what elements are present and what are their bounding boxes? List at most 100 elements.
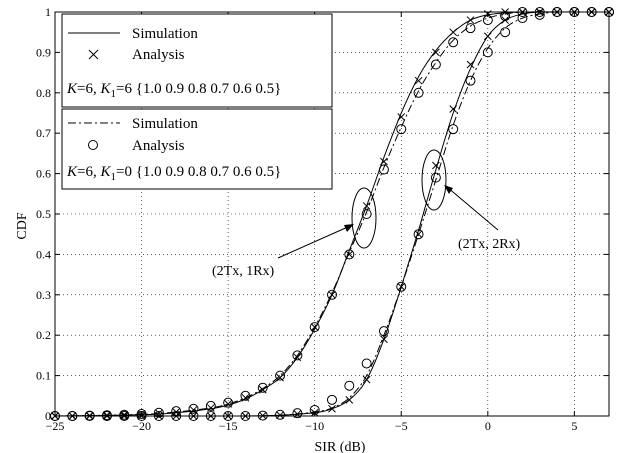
x-marker-stroke (345, 395, 354, 404)
data-point-o (378, 326, 389, 337)
annotation-2tx-1rx: (2Tx, 1Rx) (212, 187, 377, 279)
data-point-o (448, 124, 459, 135)
data-point-o (257, 382, 268, 393)
data-point-o (153, 407, 164, 418)
x-marker-stroke (310, 408, 319, 417)
data-point-o (344, 249, 355, 260)
annotation-arrowhead (344, 224, 354, 232)
legend-box (61, 13, 333, 108)
y-tick-label: 0.2 (36, 328, 51, 342)
y-tick-label: 0 (45, 409, 51, 423)
x-tick-label: 0 (485, 419, 491, 433)
x-marker-stroke (432, 161, 440, 170)
x-marker-stroke (483, 32, 492, 41)
x-axis-label: SIR (dB) (315, 440, 366, 453)
data-point-o (482, 47, 493, 58)
annotation-arrow (277, 225, 351, 259)
annotation-arrow (446, 186, 499, 231)
data-point-o (205, 400, 216, 411)
data-point-o (534, 9, 545, 20)
data-point-x (483, 32, 492, 41)
data-point-o (275, 409, 286, 420)
data-point-o (517, 13, 528, 24)
x-marker-stroke (432, 48, 440, 57)
data-point-o (413, 87, 424, 98)
series-analysis-5 (51, 8, 613, 420)
data-point-x (466, 60, 475, 69)
data-point-x (310, 408, 319, 417)
data-point-o (465, 75, 476, 86)
x-marker-stroke (466, 60, 475, 69)
data-point-o (327, 289, 337, 300)
data-point-x (397, 113, 406, 121)
data-point-o (396, 281, 407, 292)
series-simulation-6 (54, 11, 609, 417)
legend-label: Simulation (132, 116, 198, 132)
series-simulation-2 (54, 11, 609, 417)
data-point-o (327, 394, 337, 405)
y-tick-label: 0.9 (36, 45, 51, 59)
y-tick-label: 0.5 (36, 207, 51, 221)
x-tick-label: −15 (219, 419, 238, 433)
data-point-o (448, 37, 459, 48)
legend-caption: K=6, K1=6 {1.0 0.9 0.8 0.7 0.6 0.5} (66, 81, 281, 100)
legend-box (61, 108, 333, 190)
axes-frame (54, 11, 610, 417)
x-marker-stroke (328, 404, 336, 413)
y-axis-label: CDF (15, 212, 30, 239)
x-tick-label: −10 (305, 419, 324, 433)
legend-k1-0: Simulation Analysis K=6, K1=0 {1.0 0.9 0… (61, 108, 333, 190)
annotation-label: (2Tx, 2Rx) (458, 237, 521, 252)
legend-k1-6: Simulation Analysis K=6, K1=6 {1.0 0.9 0… (61, 13, 333, 108)
legend-label: Simulation (132, 26, 198, 42)
series-line (54, 11, 609, 417)
annotation-2tx-2rx: (2Tx, 2Rx) (421, 149, 521, 252)
data-point-x (345, 395, 354, 404)
x-marker-stroke (397, 113, 406, 121)
data-point-o (292, 408, 303, 419)
data-point-o (396, 124, 407, 135)
data-point-x (362, 375, 371, 384)
data-point-o (292, 350, 303, 361)
data-point-x (380, 157, 388, 166)
x-marker-stroke (380, 157, 388, 166)
x-marker-stroke (466, 16, 475, 24)
annotation-arrowhead (444, 185, 453, 194)
x-tick-label: −25 (46, 419, 65, 433)
legend-x-marker (88, 49, 99, 60)
x-marker-stroke (501, 16, 509, 24)
data-point-x (466, 16, 475, 24)
y-tick-label: 1 (45, 5, 51, 19)
data-point-o (361, 209, 372, 219)
data-point-o (378, 164, 389, 175)
data-point-o (309, 404, 320, 415)
x-marker-stroke (362, 375, 371, 384)
legend-label: Analysis (132, 138, 185, 154)
legend-label: Analysis (132, 47, 185, 63)
data-point-o (344, 380, 355, 391)
annotation-label: (2Tx, 1Rx) (212, 264, 275, 279)
data-point-o (188, 403, 199, 414)
series-line (54, 11, 609, 417)
data-point-o (465, 23, 476, 34)
y-tick-label: 0.7 (36, 126, 51, 140)
data-point-x (328, 404, 336, 413)
annotation-ellipse (351, 187, 377, 249)
data-point-x (432, 48, 440, 57)
x-marker-stroke (449, 28, 458, 37)
data-point-o (413, 229, 424, 240)
x-marker-stroke (362, 202, 371, 210)
data-point-x (501, 16, 509, 24)
y-tick-label: 0.8 (36, 86, 51, 100)
y-tick-label: 0.4 (36, 247, 51, 261)
data-point-o (275, 370, 286, 381)
x-marker-stroke (414, 76, 423, 85)
data-point-o (482, 15, 493, 26)
data-point-o (500, 27, 511, 38)
data-point-x (414, 76, 423, 85)
data-point-o (309, 322, 320, 333)
annotation-ellipse (421, 149, 447, 211)
axis-ticks: −25 −20 −15 −10 −5 0 5 0 0.1 0.2 0.3 0.4 0.5 0.6 0.7 0.… (36, 5, 609, 433)
y-tick-label: 0.6 (36, 167, 51, 181)
